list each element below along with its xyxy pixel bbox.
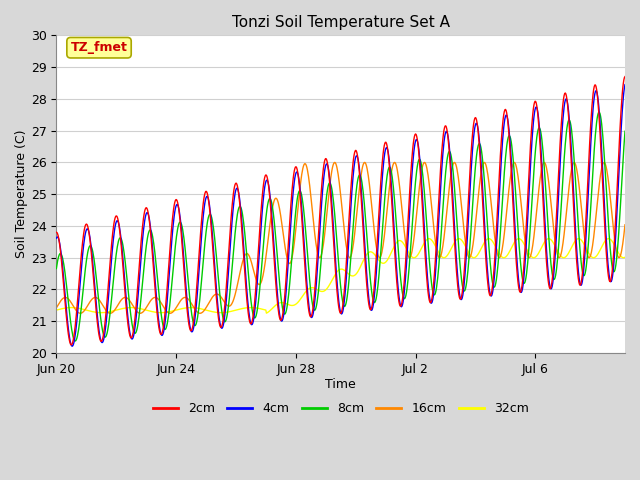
Title: Tonzi Soil Temperature Set A: Tonzi Soil Temperature Set A xyxy=(232,15,450,30)
X-axis label: Time: Time xyxy=(325,379,356,392)
Y-axis label: Soil Temperature (C): Soil Temperature (C) xyxy=(15,130,28,258)
Legend: 2cm, 4cm, 8cm, 16cm, 32cm: 2cm, 4cm, 8cm, 16cm, 32cm xyxy=(148,397,534,420)
Text: TZ_fmet: TZ_fmet xyxy=(70,41,127,54)
